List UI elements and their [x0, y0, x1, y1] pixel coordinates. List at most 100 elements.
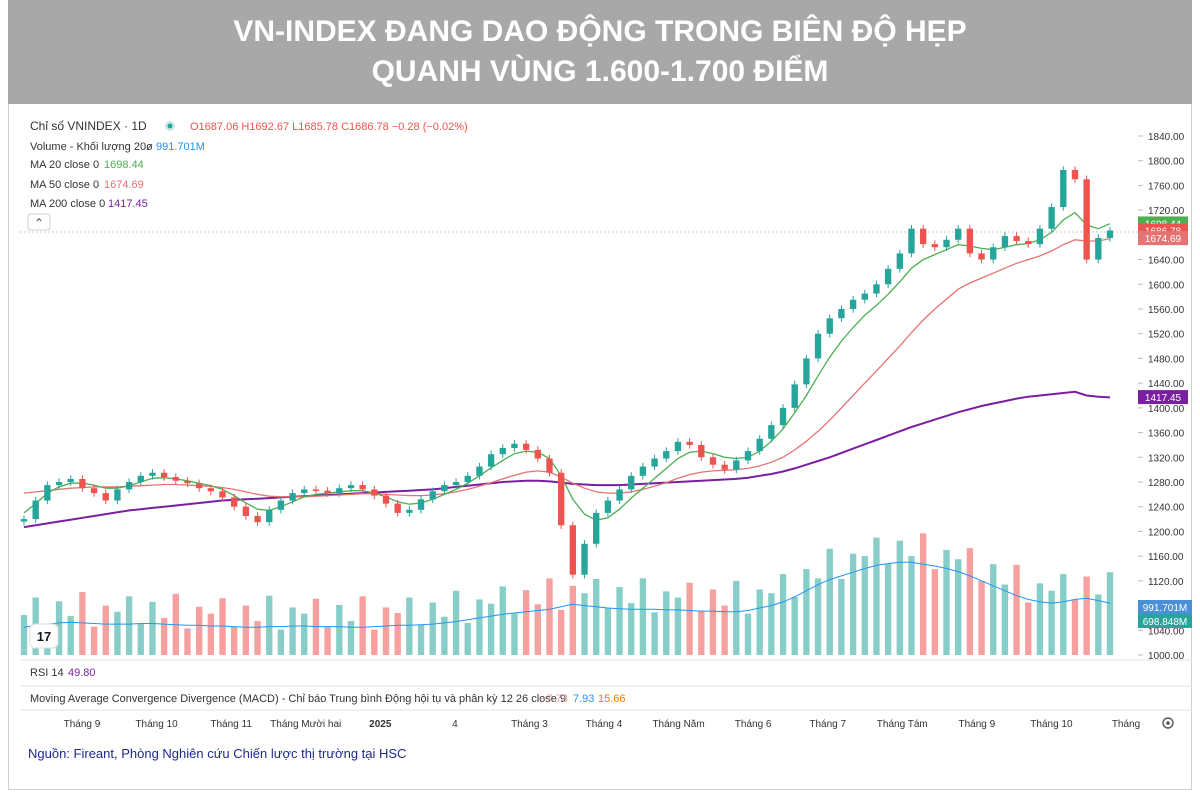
macd-label: Moving Average Convergence Divergence (M… — [30, 693, 566, 705]
volume-bar — [382, 607, 390, 655]
candle-body — [301, 489, 308, 494]
volume-bar — [371, 629, 378, 655]
candle-body — [464, 475, 471, 482]
candle-body — [347, 485, 355, 489]
candle-body — [955, 228, 962, 240]
candle-body — [207, 488, 215, 492]
candle-body — [768, 425, 775, 439]
volume-legend-value: 991.701M — [156, 141, 205, 153]
candle-body — [184, 480, 191, 484]
volume-tag-label: 698.848M — [1143, 617, 1187, 628]
volume-bar — [838, 579, 845, 655]
candle-body — [114, 489, 121, 501]
volume-bar — [1001, 584, 1009, 655]
candle-body — [663, 451, 670, 459]
volume-bar — [791, 596, 798, 655]
candle-body — [137, 475, 144, 482]
volume-bar — [1013, 564, 1020, 655]
volume-bar — [557, 609, 565, 655]
headline-line-1: VN-INDEX ĐANG DAO ĐỘNG TRONG BIÊN ĐỘ HẸP — [233, 15, 967, 48]
volume-bar — [254, 621, 261, 655]
volume-bar — [990, 564, 997, 655]
candle-body — [522, 443, 530, 450]
gear-icon[interactable] — [1162, 717, 1174, 729]
volume-bar — [593, 579, 600, 655]
candle-body — [441, 485, 448, 492]
volume-legend-label: Volume - Khối lượng 20 — [30, 141, 146, 153]
ma200-legend-value: 1417.45 — [108, 198, 148, 210]
collapse-legend-button[interactable] — [27, 213, 51, 231]
candle-body — [908, 228, 915, 254]
volume-bar — [160, 617, 168, 655]
ma20-line — [23, 211, 1111, 521]
candle-body — [499, 448, 506, 455]
candle-body — [546, 458, 553, 473]
candle-body — [289, 493, 296, 501]
volume-bar — [242, 605, 250, 655]
x-tick-label: 2025 — [369, 719, 392, 730]
y-tick-label: 1760.00 — [1148, 181, 1185, 192]
candle-body — [686, 441, 693, 445]
ma200-legend-label: MA 200 close 0 — [30, 198, 105, 210]
volume-bar — [207, 613, 215, 655]
candle-body — [884, 268, 892, 285]
candle-body — [651, 458, 658, 467]
volume-bar — [301, 613, 308, 655]
volume-bar — [499, 586, 506, 655]
volume-ma-line — [23, 561, 1111, 628]
candle-body — [698, 444, 705, 458]
volume-bar — [861, 556, 868, 655]
candle-body — [324, 490, 331, 494]
ma20-legend-value: 1698.44 — [104, 159, 144, 171]
volume-bar — [125, 596, 133, 655]
volume-bar — [1025, 602, 1032, 655]
volume-bar — [674, 597, 682, 655]
volume-bar — [639, 578, 647, 655]
y-tick-label: 1480.00 — [1148, 354, 1185, 365]
candle-body — [1013, 236, 1020, 242]
volume-bar — [149, 601, 156, 655]
candle-body — [195, 483, 203, 489]
y-tick-label: 1800.00 — [1148, 157, 1185, 168]
ohlc-readout: O1687.06 H1692.67 L1685.78 C1686.78 −0.2… — [190, 121, 468, 133]
candle-body — [1106, 230, 1114, 238]
volume-bar — [195, 606, 203, 655]
volume-tag — [1138, 600, 1192, 614]
volume-bar — [896, 540, 903, 655]
candle-body — [336, 488, 343, 494]
collapse-chevron-icon: ⌃ — [34, 216, 44, 230]
volume-bar — [663, 591, 670, 655]
volume-bar — [616, 587, 623, 655]
candle-body — [219, 491, 226, 498]
candle-body — [231, 497, 238, 507]
candle-body — [312, 489, 320, 491]
candle-body — [149, 472, 156, 476]
tradingview-logo-text: 17 — [37, 629, 51, 644]
volume-bar — [137, 623, 144, 655]
volume-bar — [931, 569, 939, 655]
volume-bar — [55, 601, 63, 655]
volume-bar — [231, 626, 238, 655]
ma50-line — [23, 237, 1111, 498]
volume-tags: 991.701M 698.848M — [1138, 600, 1192, 628]
market-status-dot — [167, 123, 173, 129]
volume-bar — [1083, 576, 1090, 655]
volume-bar — [826, 548, 833, 655]
volume-bar — [219, 598, 226, 655]
candle-body — [1036, 228, 1044, 245]
tradingview-logo-icon[interactable] — [29, 623, 59, 649]
price-tag — [1138, 390, 1188, 405]
candle-body — [1001, 236, 1009, 248]
ma20-legend-label: MA 20 close 0 — [30, 159, 99, 171]
ma200-line — [23, 390, 1111, 529]
y-tick-label: 1320.00 — [1148, 453, 1185, 464]
volume-bar — [966, 548, 974, 655]
volume-bar — [511, 612, 518, 655]
candle-body — [756, 438, 763, 452]
candle-body — [1025, 241, 1032, 245]
candle-body — [452, 482, 460, 486]
candle-body — [744, 451, 752, 461]
volume-bar — [849, 553, 857, 655]
y-tick-label: 1160.00 — [1148, 552, 1184, 563]
